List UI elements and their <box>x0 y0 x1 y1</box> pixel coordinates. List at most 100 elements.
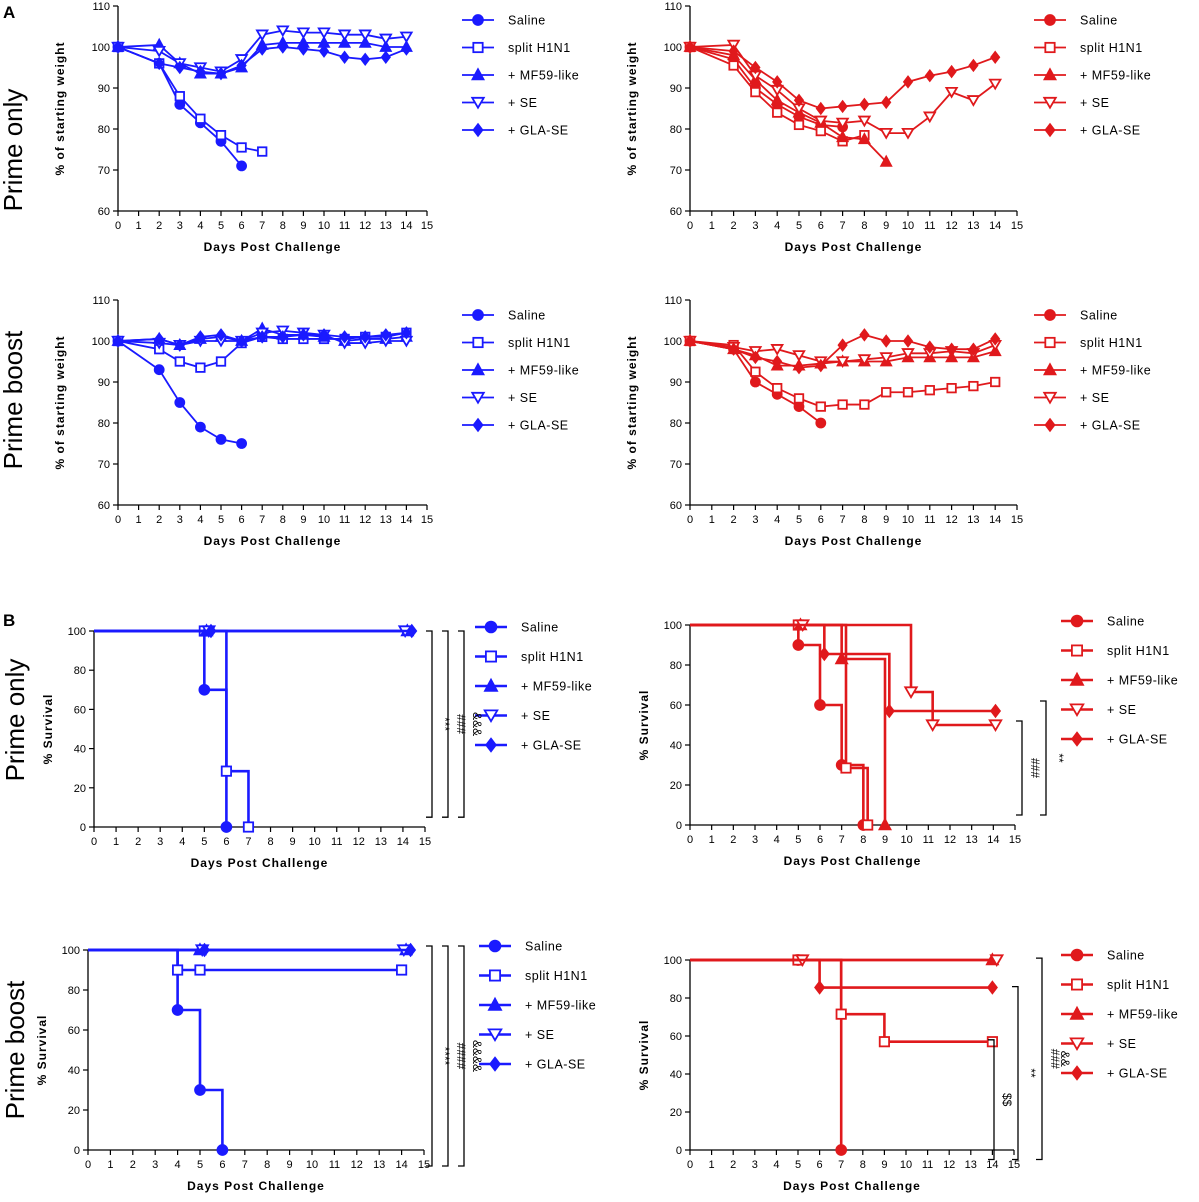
x-tick-label: 9 <box>287 1159 293 1171</box>
significance-label: **** <box>438 1047 452 1066</box>
x-tick-label: 14 <box>400 514 412 526</box>
x-tick-label: 4 <box>774 220 780 232</box>
legend-item: + MF59-like <box>1034 67 1151 83</box>
y-tick-label: 80 <box>670 660 682 672</box>
y-tick-label: 60 <box>74 704 86 716</box>
legend-label: + GLA-SE <box>508 124 569 138</box>
legend-label: + GLA-SE <box>508 419 569 433</box>
data-point <box>813 115 828 128</box>
legend-item: + MF59-like <box>1061 671 1178 688</box>
y-tick-label: 80 <box>670 418 682 430</box>
significance-bracket: &&&& <box>458 945 484 1167</box>
legend-item: + GLA-SE <box>1061 731 1167 747</box>
x-tick-label: 9 <box>300 514 306 526</box>
x-tick-label: 12 <box>945 514 957 526</box>
legend-marker <box>1042 362 1058 376</box>
x-tick-label: 7 <box>259 220 265 232</box>
series--gla-se <box>690 623 1002 719</box>
legend-item: split H1N1 <box>462 336 570 350</box>
data-point <box>902 387 914 398</box>
data-point <box>220 821 233 833</box>
y-tick-label: 20 <box>68 1105 80 1117</box>
y-tick-label: 100 <box>62 945 80 957</box>
x-tick-label: 15 <box>418 1159 430 1171</box>
x-tick-label: 2 <box>731 514 737 526</box>
bracket-line <box>458 630 465 818</box>
x-tick-label: 6 <box>219 1159 225 1171</box>
x-tick-label: 6 <box>239 514 245 526</box>
data-point <box>298 328 309 342</box>
legend-marker <box>487 1028 503 1042</box>
series-saline <box>94 629 233 833</box>
legend-item: + GLA-SE <box>1061 1065 1167 1081</box>
data-point <box>406 623 418 639</box>
data-point <box>378 33 393 46</box>
data-point <box>944 86 959 99</box>
legend-label: + SE <box>1080 96 1109 110</box>
data-point <box>216 1144 229 1156</box>
bracket-line <box>442 945 449 1167</box>
data-point <box>153 364 165 376</box>
x-tick-label: 11 <box>329 1159 340 1171</box>
y-tick-label: 0 <box>80 822 86 834</box>
data-point <box>946 64 957 79</box>
y-tick-label: 80 <box>98 418 110 430</box>
legend-item: + MF59-like <box>462 67 579 83</box>
legend-item: + SE <box>462 96 537 110</box>
x-tick-label: 4 <box>179 836 185 848</box>
legend-item: + GLA-SE <box>462 122 569 138</box>
data-point <box>205 623 217 639</box>
data-point <box>834 651 849 665</box>
data-point <box>277 330 288 344</box>
x-tick-label: 11 <box>924 220 935 232</box>
y-tick-label: 60 <box>670 206 682 218</box>
data-point <box>862 819 874 831</box>
data-point <box>195 362 206 373</box>
legend-item: split H1N1 <box>462 41 570 55</box>
data-point <box>990 376 1001 388</box>
x-tick-label: 13 <box>380 220 392 232</box>
data-point <box>277 40 288 54</box>
legend-marker <box>1069 703 1085 717</box>
data-point <box>946 382 957 394</box>
legend-label: + SE <box>1107 1037 1136 1051</box>
legend-label: Saline <box>508 14 546 28</box>
significance-bracket: ### <box>1016 720 1042 816</box>
data-point <box>859 399 870 410</box>
series--gla-se <box>690 958 998 995</box>
x-tick-label: 13 <box>967 220 979 232</box>
data-point <box>215 356 227 367</box>
y-tick-label: 40 <box>670 740 682 752</box>
y-tick-label: 80 <box>670 993 682 1005</box>
y-tick-label: 100 <box>68 626 86 638</box>
y-axis-title: % Survival <box>35 1015 49 1086</box>
x-tick-label: 11 <box>924 514 935 526</box>
x-tick-label: 10 <box>902 514 914 526</box>
data-point <box>154 332 165 346</box>
x-tick-label: 12 <box>945 220 957 232</box>
legend-item: split H1N1 <box>1061 978 1169 992</box>
legend-label: + SE <box>1080 391 1109 405</box>
data-point <box>236 334 247 348</box>
y-tick-label: 20 <box>670 780 682 792</box>
x-tick-label: 2 <box>156 220 162 232</box>
legend-item: + MF59-like <box>475 677 592 694</box>
x-tick-label: 7 <box>840 514 846 526</box>
legend-item: + GLA-SE <box>475 737 581 753</box>
data-point <box>814 980 826 995</box>
x-tick-label: 10 <box>901 834 913 846</box>
data-point <box>236 58 247 73</box>
x-tick-label: 13 <box>380 514 392 526</box>
x-tick-label: 10 <box>318 514 330 526</box>
x-tick-label: 7 <box>242 1159 248 1171</box>
y-tick-label: 70 <box>670 459 682 471</box>
series--gla-se <box>88 942 417 958</box>
x-tick-label: 15 <box>1009 834 1021 846</box>
series-split-h1n1 <box>88 948 408 976</box>
data-point <box>772 75 783 89</box>
x-tick-label: 5 <box>796 514 802 526</box>
significance-label: #### <box>454 1043 468 1070</box>
x-tick-label: 0 <box>687 514 693 526</box>
